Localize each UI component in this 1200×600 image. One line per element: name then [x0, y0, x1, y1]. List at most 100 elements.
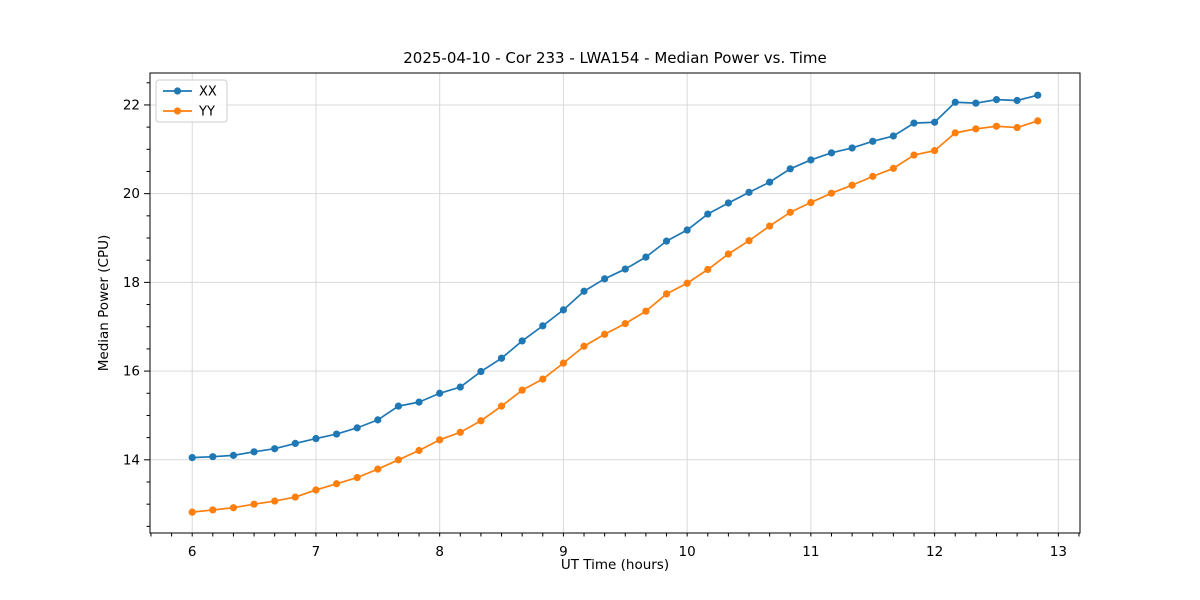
x-tick-label: 11 — [802, 544, 819, 560]
data-point-yy — [910, 151, 918, 159]
data-point-yy — [415, 446, 423, 455]
data-point-yy — [827, 189, 836, 197]
data-point-yy — [456, 428, 464, 436]
data-point-yy — [1013, 123, 1021, 132]
data-point-xx — [621, 265, 629, 273]
data-point-xx — [745, 188, 753, 196]
data-point-yy — [332, 480, 341, 488]
x-tick-label: 6 — [188, 544, 197, 560]
data-point-xx — [1034, 91, 1042, 99]
data-point-yy — [972, 125, 980, 133]
y-tick-label: 16 — [123, 364, 140, 380]
legend: XX YY — [155, 79, 228, 123]
x-axis-label: UT Time (hours) — [560, 557, 670, 573]
data-point-xx — [291, 439, 299, 447]
data-point-xx — [559, 306, 568, 314]
y-tick-label: 22 — [123, 97, 140, 113]
data-point-xx — [683, 226, 691, 234]
tick-labels: 6 7 8 9 10 11 12 13 14 16 18 20 22 — [123, 97, 1067, 560]
axis-ticks — [144, 82, 1080, 537]
data-point-xx — [436, 389, 444, 397]
y-tick-label: 20 — [123, 186, 140, 202]
axes-frame — [149, 72, 1081, 534]
data-point-xx — [786, 165, 794, 173]
data-point-xx — [972, 99, 980, 107]
data-point-xx — [766, 178, 774, 186]
data-point-yy — [601, 330, 609, 338]
x-tick-label: 13 — [1050, 544, 1067, 560]
data-point-yy — [497, 402, 506, 410]
grid-lines — [150, 73, 1080, 533]
legend-label-yy: YY — [198, 105, 215, 120]
legend-marker-yy — [173, 107, 182, 115]
data-point-xx — [848, 144, 856, 152]
data-point-yy — [559, 359, 568, 367]
data-point-xx — [662, 237, 671, 245]
data-point-xx — [188, 453, 196, 462]
data-point-yy — [312, 486, 320, 494]
data-point-yy — [518, 386, 526, 394]
data-point-yy — [869, 172, 877, 180]
data-point-xx — [807, 156, 815, 164]
data-point-yy — [807, 198, 815, 207]
data-point-yy — [394, 456, 403, 464]
data-point-xx — [229, 451, 238, 459]
data-point-xx — [951, 98, 959, 106]
data-point-yy — [229, 504, 238, 512]
data-point-yy — [188, 508, 196, 516]
data-point-xx — [869, 137, 877, 145]
data-point-yy — [642, 307, 650, 315]
data-point-yy — [539, 375, 547, 383]
data-point-yy — [848, 181, 856, 189]
data-point-xx — [271, 445, 279, 453]
data-point-yy — [745, 237, 753, 245]
data-point-xx — [601, 275, 609, 283]
x-tick-label: 10 — [679, 544, 696, 560]
data-point-xx — [332, 430, 341, 438]
data-point-yy — [889, 164, 897, 172]
data-point-yy — [621, 320, 629, 328]
data-point-yy — [209, 506, 217, 514]
data-point-xx — [250, 448, 258, 456]
data-point-yy — [992, 122, 1001, 130]
data-point-yy — [766, 222, 774, 230]
data-point-xx — [1013, 96, 1021, 105]
data-point-yy — [291, 493, 299, 501]
chart-title: 2025-04-10 - Cor 233 - LWA154 - Median P… — [403, 49, 827, 67]
series-xx — [188, 91, 1042, 462]
data-point-xx — [642, 253, 650, 261]
series-yy-line — [192, 120, 1038, 513]
x-tick-label: 8 — [435, 544, 444, 560]
y-axis-label: Median Power (CPU) — [96, 234, 112, 372]
data-point-yy — [704, 265, 712, 274]
data-point-yy — [580, 342, 588, 350]
data-point-xx — [580, 287, 588, 295]
x-tick-label: 7 — [312, 544, 321, 560]
data-point-xx — [992, 96, 1001, 104]
data-point-xx — [910, 119, 918, 127]
data-point-xx — [456, 383, 464, 391]
data-point-yy — [683, 279, 691, 287]
x-tick-label: 9 — [559, 544, 568, 560]
data-point-xx — [209, 453, 217, 461]
data-point-yy — [374, 465, 382, 473]
data-point-xx — [539, 322, 547, 330]
x-tick-label: 12 — [926, 544, 943, 560]
data-point-yy — [436, 436, 444, 444]
series-yy — [188, 117, 1042, 516]
data-point-xx — [394, 402, 403, 410]
data-point-xx — [704, 210, 712, 218]
data-point-xx — [374, 416, 382, 424]
data-point-yy — [477, 417, 485, 425]
y-tick-label: 14 — [123, 452, 140, 468]
data-point-xx — [827, 149, 836, 157]
data-point-xx — [497, 354, 506, 362]
data-point-xx — [518, 337, 526, 345]
data-point-xx — [931, 118, 939, 126]
data-point-xx — [312, 434, 320, 443]
series-xx-line — [192, 94, 1038, 459]
data-point-xx — [353, 424, 361, 432]
data-point-yy — [931, 147, 939, 155]
